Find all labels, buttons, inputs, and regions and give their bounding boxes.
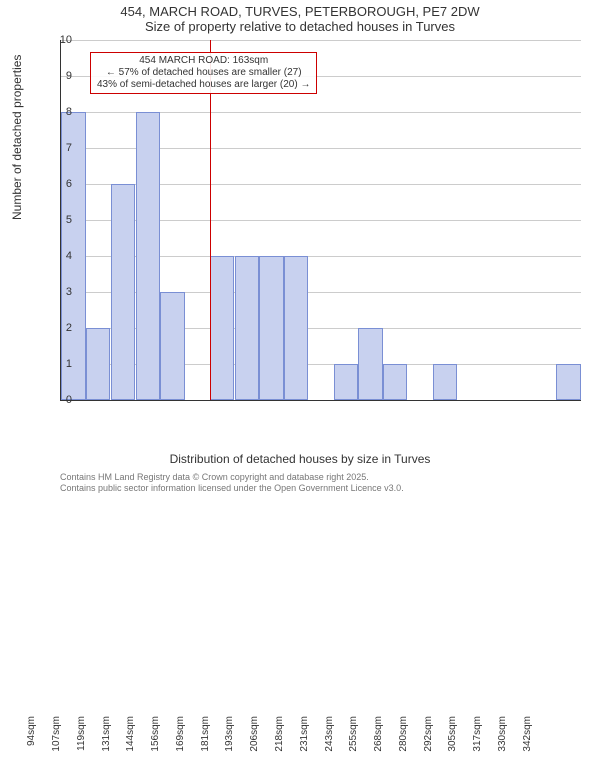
chart-title-address: 454, MARCH ROAD, TURVES, PETERBOROUGH, P… — [0, 0, 600, 19]
histogram-bar — [358, 328, 382, 400]
histogram-bar — [556, 364, 580, 400]
y-tick-label: 10 — [52, 34, 72, 46]
y-tick-label: 8 — [52, 106, 72, 118]
x-tick-label: 169sqm — [175, 716, 186, 766]
x-tick-label: 243sqm — [324, 716, 335, 766]
chart-container: 454, MARCH ROAD, TURVES, PETERBOROUGH, P… — [0, 0, 600, 500]
x-tick-label: 305sqm — [447, 716, 458, 766]
x-tick-label: 181sqm — [200, 716, 211, 766]
x-tick-label: 317sqm — [472, 716, 483, 766]
x-tick-label: 231sqm — [299, 716, 310, 766]
x-tick-label: 218sqm — [274, 716, 285, 766]
histogram-bar — [86, 328, 110, 400]
y-tick-label: 3 — [52, 286, 72, 298]
histogram-bar — [383, 364, 407, 400]
x-tick-label: 280sqm — [398, 716, 409, 766]
y-axis-label: Number of detached properties — [10, 55, 24, 220]
chart-title-desc: Size of property relative to detached ho… — [0, 19, 600, 34]
x-tick-label: 342sqm — [522, 716, 533, 766]
x-tick-label: 107sqm — [51, 716, 62, 766]
annotation-line: 43% of semi-detached houses are larger (… — [97, 79, 310, 91]
annotation-line: ← 57% of detached houses are smaller (27… — [97, 67, 310, 79]
x-tick-label: 131sqm — [101, 716, 112, 766]
x-tick-label: 206sqm — [249, 716, 260, 766]
x-tick-label: 255sqm — [348, 716, 359, 766]
histogram-bar — [111, 184, 135, 400]
y-tick-label: 7 — [52, 142, 72, 154]
y-tick-label: 4 — [52, 250, 72, 262]
histogram-bar — [284, 256, 308, 400]
x-tick-label: 156sqm — [150, 716, 161, 766]
y-tick-label: 5 — [52, 214, 72, 226]
x-axis-label: Distribution of detached houses by size … — [0, 452, 600, 466]
x-tick-label: 330sqm — [497, 716, 508, 766]
histogram-bar — [259, 256, 283, 400]
footer-attribution: Contains HM Land Registry data © Crown c… — [60, 472, 404, 494]
y-tick-label: 6 — [52, 178, 72, 190]
y-tick-label: 1 — [52, 358, 72, 370]
histogram-bar — [433, 364, 457, 400]
x-tick-label: 119sqm — [76, 716, 87, 766]
footer-line2: Contains public sector information licen… — [60, 483, 404, 494]
histogram-bar — [136, 112, 160, 400]
x-tick-label: 144sqm — [125, 716, 136, 766]
y-tick-label: 2 — [52, 322, 72, 334]
histogram-bar — [210, 256, 234, 400]
gridline — [61, 40, 581, 41]
histogram-bar — [160, 292, 184, 400]
chart-area: 454 MARCH ROAD: 163sqm← 57% of detached … — [60, 40, 580, 400]
histogram-bar — [334, 364, 358, 400]
x-tick-label: 193sqm — [224, 716, 235, 766]
annotation-line: 454 MARCH ROAD: 163sqm — [97, 55, 310, 67]
histogram-bar — [235, 256, 259, 400]
plot-region — [60, 40, 581, 401]
reference-line — [210, 40, 211, 400]
x-tick-label: 292sqm — [423, 716, 434, 766]
y-tick-label: 0 — [52, 394, 72, 406]
annotation-box: 454 MARCH ROAD: 163sqm← 57% of detached … — [90, 52, 317, 94]
footer-line1: Contains HM Land Registry data © Crown c… — [60, 472, 404, 483]
x-tick-label: 268sqm — [373, 716, 384, 766]
x-tick-label: 94sqm — [26, 716, 37, 766]
y-tick-label: 9 — [52, 70, 72, 82]
